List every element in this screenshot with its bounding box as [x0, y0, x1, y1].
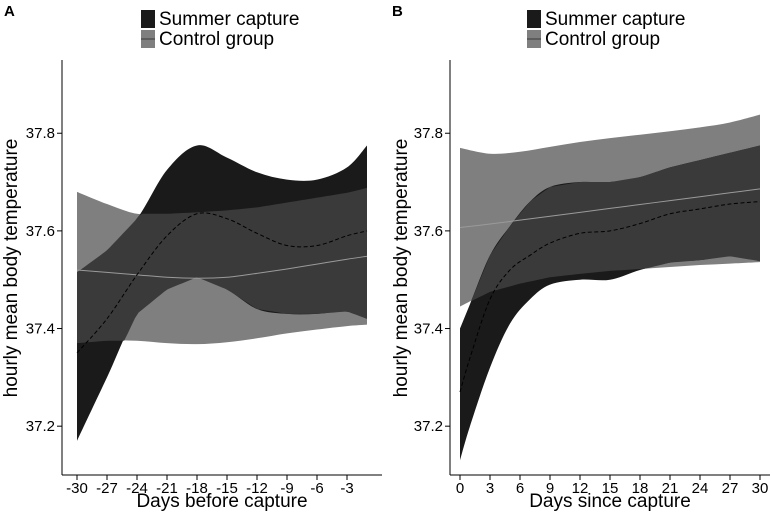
- y-tick-label: 37.8: [414, 125, 443, 142]
- panel-a-label: A: [4, 3, 15, 20]
- y-tick-label: 37.2: [26, 418, 55, 435]
- x-tick-label: -21: [156, 480, 178, 497]
- x-tick-label: -9: [280, 480, 293, 497]
- legend-label-summer: Summer capture: [545, 9, 685, 30]
- y-axis-title-a: hourly mean body temperature: [1, 139, 22, 398]
- y-tick-label: 37.2: [414, 418, 443, 435]
- legend-label-control: Control group: [545, 29, 660, 50]
- summer-trend-line: [459, 201, 761, 393]
- x-tick-label: -27: [96, 480, 118, 497]
- chart-panel-a: -30 -27 -24 -21 -18 -15 -12 -9 -6 -3 37.2 37.4 37.6 3…: [1, 60, 382, 512]
- legend-label-control: Control group: [159, 29, 274, 50]
- x-tick-label: 0: [456, 480, 464, 497]
- panel-b-label: B: [392, 3, 403, 20]
- legend-label-summer: Summer capture: [159, 9, 299, 30]
- overlap-ci-band: [77, 187, 367, 344]
- control-trend-line: [76, 255, 368, 279]
- x-tick-label: -24: [126, 480, 148, 497]
- x-tick-label: 30: [752, 480, 769, 497]
- x-tick-label: 21: [662, 480, 679, 497]
- x-tick-label: -12: [246, 480, 268, 497]
- legend-panel-a: Summer capture Control group: [141, 9, 299, 50]
- x-tick-label: 3: [486, 480, 494, 497]
- confidence-bands-a: [77, 145, 367, 441]
- ticks-a: -30 -27 -24 -21 -18 -15 -12 -9 -6 -3 37.2 37.4 37.6 3…: [26, 125, 354, 497]
- trend-lines-b: [459, 188, 761, 393]
- legend-swatch-summer: [141, 10, 155, 28]
- y-tick-label: 37.6: [414, 223, 443, 240]
- x-tick-label: -15: [216, 480, 238, 497]
- chart-panel-b: 0 3 6 9 12 15 18 21 24 27 30 37.2 37.4 37.6 37.8 Days …: [391, 60, 770, 512]
- y-tick-label: 37.6: [26, 223, 55, 240]
- confidence-bands-b: [460, 114, 760, 461]
- ticks-b: 0 3 6 9 12 15 18 21 24 27 30 37.2 37.4 37.6 37.8: [414, 125, 769, 497]
- x-tick-label: -6: [310, 480, 323, 497]
- x-tick-label: -30: [66, 480, 88, 497]
- overlap-ci-band: [460, 145, 760, 307]
- trend-lines-a: [76, 212, 368, 354]
- control-trend-line: [459, 188, 761, 228]
- legend-swatch-summer: [527, 10, 541, 28]
- x-axis-title-a: Days before capture: [136, 491, 307, 512]
- x-tick-label: 24: [692, 480, 709, 497]
- y-tick-label: 37.4: [414, 321, 443, 338]
- y-axis-title-b: hourly mean body temperature: [391, 139, 412, 398]
- x-tick-label: 6: [516, 480, 524, 497]
- x-tick-label: -18: [186, 480, 208, 497]
- x-axis-title-b: Days since capture: [529, 491, 691, 512]
- x-tick-label: -3: [340, 480, 353, 497]
- x-tick-label: 12: [572, 480, 589, 497]
- x-tick-label: 15: [602, 480, 619, 497]
- y-tick-label: 37.8: [26, 125, 55, 142]
- legend-panel-b: Summer capture Control group: [527, 9, 685, 50]
- y-tick-label: 37.4: [26, 321, 55, 338]
- x-tick-label: 9: [546, 480, 554, 497]
- x-tick-label: 27: [722, 480, 739, 497]
- summer-trend-line: [76, 212, 368, 354]
- x-tick-label: 18: [632, 480, 649, 497]
